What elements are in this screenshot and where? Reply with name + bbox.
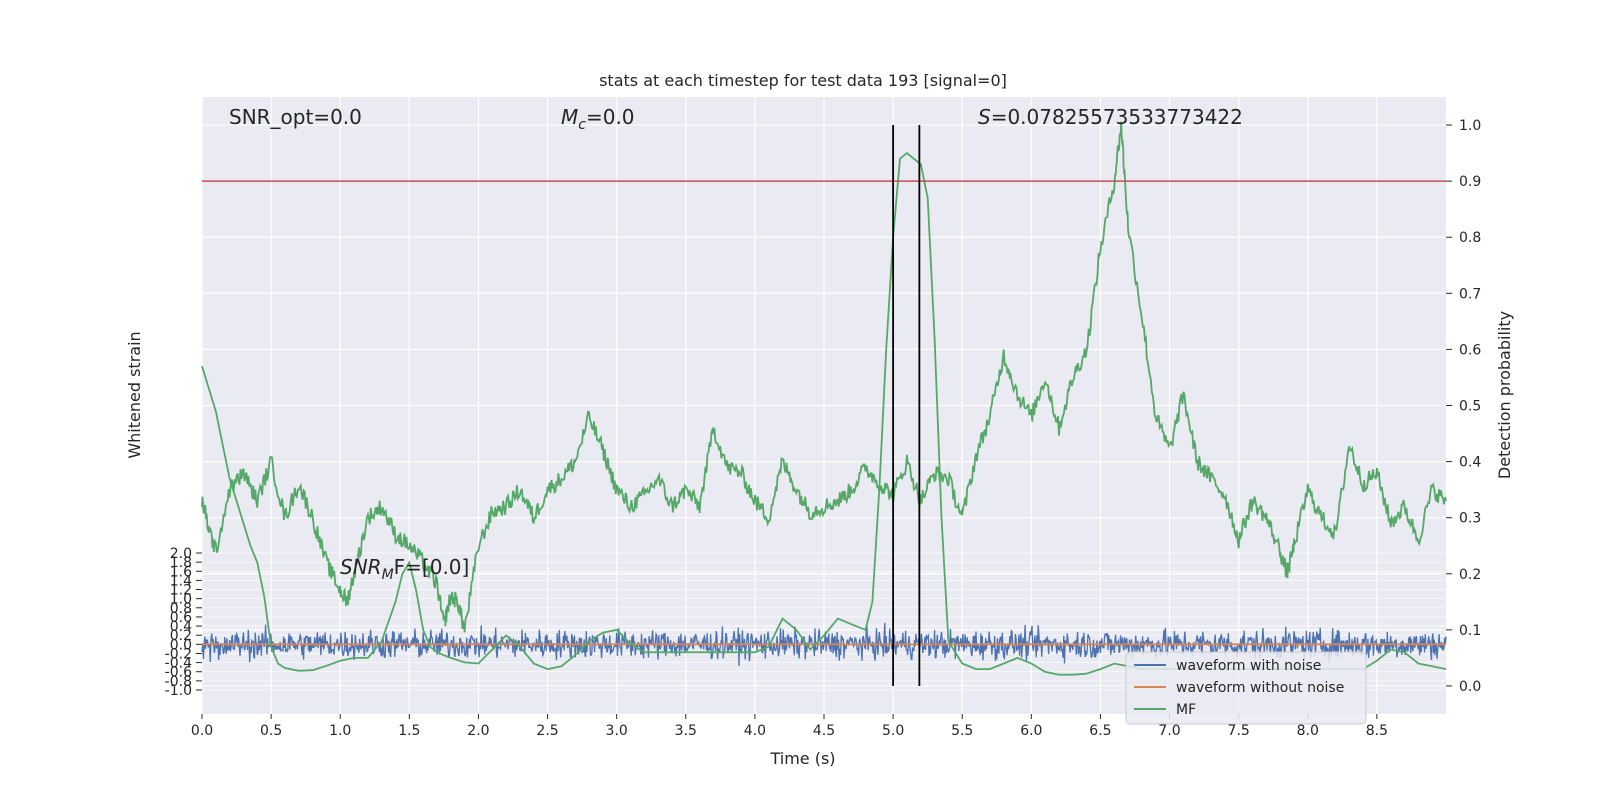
left-tick-label: 1.6 — [170, 564, 192, 580]
left-tick-label: 1.8 — [170, 555, 192, 571]
left-tick-label: -0.8 — [165, 674, 192, 690]
x-tick-label: 0.5 — [260, 723, 282, 739]
legend: waveform with noise waveform without noi… — [1125, 651, 1367, 725]
score-annotation: S=0.07825573533773422 — [978, 105, 1243, 129]
right-tick-label: 0.0 — [1459, 679, 1481, 695]
x-axis-ticks: 0.0 0.5 1.0 1.5 2.0 2.5 3.0 3.5 4.0 4.5 5.0 5.5 6.0 6… — [191, 714, 1388, 739]
right-tick-label: 0.2 — [1459, 567, 1481, 583]
left-axis-ticks: -1.0-0.8-0.6-0.4-0.20.00.20.40.60.81.01.… — [165, 546, 202, 699]
snr-mf-annotation: SNRMF=[0.0] — [340, 555, 469, 583]
right-axis-label: Detection probability — [1495, 311, 1514, 479]
x-tick-label: 3.5 — [675, 723, 697, 739]
x-tick-label: 7.5 — [1228, 723, 1250, 739]
x-tick-label: 3.0 — [606, 723, 628, 739]
chirp-mass-annotation: Mc=0.0 — [561, 105, 635, 133]
left-tick-label: 0.0 — [170, 637, 192, 653]
right-tick-label: 0.3 — [1459, 511, 1481, 527]
x-tick-label: 0.0 — [191, 723, 213, 739]
right-tick-label: 0.5 — [1459, 399, 1481, 415]
left-tick-label: 0.4 — [170, 619, 192, 635]
x-tick-label: 1.5 — [398, 723, 420, 739]
right-tick-label: 0.1 — [1459, 623, 1481, 639]
right-tick-label: 1.0 — [1459, 118, 1481, 134]
x-tick-label: 5.0 — [882, 723, 904, 739]
right-axis-ticks: 0.0 0.1 0.2 0.3 0.4 0.5 0.6 0.7 0.8 0.9 1.0 — [1446, 118, 1481, 695]
legend-label-clean: waveform without noise — [1176, 680, 1344, 696]
right-tick-label: 0.7 — [1459, 286, 1481, 302]
left-tick-label: 0.6 — [170, 610, 192, 626]
x-tick-label: 7.0 — [1158, 723, 1180, 739]
left-tick-label: -0.4 — [165, 656, 192, 672]
left-tick-label: 1.0 — [170, 592, 192, 608]
chart-title: stats at each timestep for test data 193… — [599, 71, 1007, 90]
x-tick-label: 6.5 — [1089, 723, 1111, 739]
x-tick-label: 5.5 — [951, 723, 973, 739]
left-tick-label: 0.8 — [170, 601, 192, 617]
x-tick-label: 8.5 — [1366, 723, 1388, 739]
left-tick-label: 1.4 — [170, 573, 192, 589]
x-tick-label: 4.0 — [744, 723, 766, 739]
x-tick-label: 8.0 — [1297, 723, 1319, 739]
x-tick-label: 6.0 — [1020, 723, 1042, 739]
legend-label-noise: waveform with noise — [1176, 658, 1321, 674]
x-axis-label: Time (s) — [769, 749, 835, 768]
left-tick-label: -0.6 — [165, 665, 192, 681]
right-tick-label: 0.8 — [1459, 230, 1481, 246]
x-tick-label: 1.0 — [329, 723, 351, 739]
left-tick-label: 1.2 — [170, 583, 192, 599]
series-detection-probability — [201, 121, 1447, 633]
x-tick-label: 2.0 — [467, 723, 489, 739]
right-tick-label: 0.4 — [1459, 455, 1481, 471]
legend-box — [1125, 651, 1367, 725]
legend-label-mf: MF — [1176, 702, 1196, 718]
x-tick-label: 4.5 — [813, 723, 835, 739]
left-tick-label: 0.2 — [170, 628, 192, 644]
right-tick-label: 0.9 — [1459, 174, 1481, 190]
left-tick-label: 2.0 — [170, 546, 192, 562]
left-axis-label: Whitened strain — [125, 331, 144, 458]
left-tick-label: -1.0 — [165, 683, 192, 699]
snr-opt-annotation: SNR_opt=0.0 — [229, 105, 362, 129]
right-tick-label: 0.6 — [1459, 342, 1481, 358]
x-tick-label: 2.5 — [536, 723, 558, 739]
left-tick-label: -0.2 — [165, 646, 192, 662]
